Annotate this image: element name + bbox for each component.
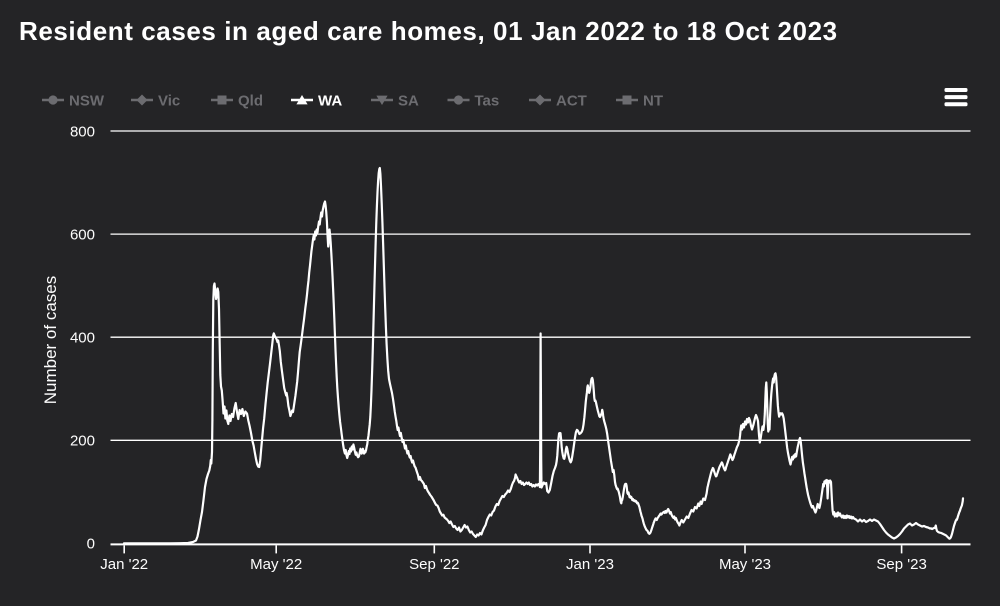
svg-text:Number of cases: Number of cases (41, 276, 60, 405)
svg-text:800: 800 (70, 123, 95, 140)
svg-text:Sep '22: Sep '22 (409, 556, 459, 573)
svg-text:400: 400 (70, 330, 95, 347)
svg-text:Tas: Tas (475, 92, 500, 109)
svg-text:ACT: ACT (556, 92, 587, 109)
svg-text:SA: SA (398, 92, 419, 109)
svg-text:WA: WA (318, 92, 342, 109)
svg-text:Jan '22: Jan '22 (100, 556, 148, 573)
svg-text:Qld: Qld (238, 92, 263, 109)
svg-text:200: 200 (70, 433, 95, 450)
svg-text:May '22: May '22 (250, 556, 302, 573)
svg-text:600: 600 (70, 226, 95, 243)
svg-text:0: 0 (87, 536, 95, 553)
svg-text:NT: NT (643, 92, 663, 109)
svg-text:NSW: NSW (69, 92, 105, 109)
svg-text:Vic: Vic (158, 92, 180, 109)
svg-text:Jan '23: Jan '23 (566, 556, 614, 573)
svg-text:Resident cases in aged care ho: Resident cases in aged care homes, 01 Ja… (19, 16, 838, 46)
svg-text:Sep '23: Sep '23 (876, 556, 926, 573)
svg-text:May '23: May '23 (719, 556, 771, 573)
